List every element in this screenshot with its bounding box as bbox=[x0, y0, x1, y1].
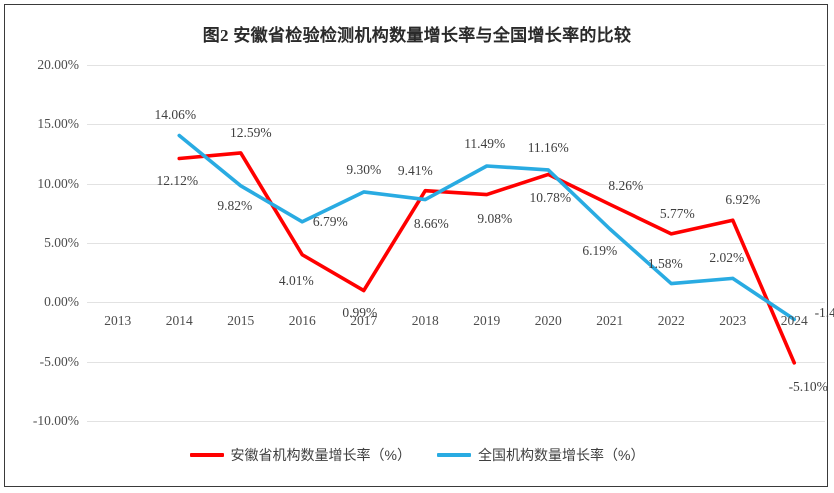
data-label: 8.66% bbox=[413, 215, 449, 231]
data-label: 8.26% bbox=[608, 178, 644, 194]
data-label: 6.19% bbox=[582, 242, 618, 258]
y-tick-label: 15.00% bbox=[37, 116, 79, 132]
series-lines bbox=[177, 133, 797, 365]
legend-label: 安徽省机构数量增长率（%） bbox=[230, 447, 411, 463]
gridline bbox=[87, 421, 825, 422]
gridline bbox=[87, 361, 825, 363]
data-label: 9.08% bbox=[477, 210, 513, 226]
data-label: 14.06% bbox=[154, 107, 197, 123]
y-tick-label: 10.00% bbox=[37, 175, 79, 191]
gridline bbox=[87, 243, 825, 244]
gridline bbox=[87, 302, 825, 304]
x-tick-label: 2018 bbox=[411, 313, 439, 328]
chart-legend: 安徽省机构数量增长率（%） 全国机构数量增长率（%） bbox=[5, 445, 829, 465]
x-tick-label: 2015 bbox=[227, 313, 255, 328]
x-tick-label: 2022 bbox=[657, 313, 685, 328]
x-tick-label: 2016 bbox=[288, 313, 316, 328]
data-label: 12.12% bbox=[156, 172, 199, 188]
data-label: 1.58% bbox=[647, 255, 683, 271]
data-label: 9.41% bbox=[397, 162, 433, 178]
data-label: -1.44% bbox=[814, 305, 834, 321]
x-tick-label: 2017 bbox=[350, 313, 378, 328]
x-tick-label: 2019 bbox=[473, 313, 501, 328]
data-label: 6.92% bbox=[725, 192, 761, 208]
legend-swatch-icon bbox=[189, 453, 224, 457]
data-label: 6.79% bbox=[312, 213, 348, 229]
chart-container: 图2 安徽省检验检测机构数量增长率与全国增长率的比较 20.00% 15.00% 1… bbox=[4, 4, 834, 487]
data-label: 11.49% bbox=[464, 135, 506, 151]
legend-label: 全国机构数量增长率（%） bbox=[478, 447, 645, 463]
x-tick-label: 2023 bbox=[719, 313, 747, 328]
x-tick-label: 2024 bbox=[780, 313, 808, 328]
legend-item-1[interactable]: 安徽省机构数量增长率（%） bbox=[189, 445, 411, 465]
x-axis: 2013 2014 2015 2016 2017 2018 2019 2020 2021 2022… bbox=[87, 313, 825, 333]
plot-area: 12.12% 12.59% 4.01% 0.99% 9.41% 9.08% 10.78% 8.… bbox=[87, 65, 834, 422]
data-label: 2.02% bbox=[709, 250, 745, 266]
x-tick-label: 2021 bbox=[596, 313, 624, 328]
series-line-1 bbox=[177, 151, 797, 365]
gridline bbox=[87, 65, 825, 66]
data-label: 10.78% bbox=[529, 190, 572, 206]
series-line-2 bbox=[177, 133, 797, 322]
data-label: 9.30% bbox=[346, 161, 382, 177]
chart-title: 图2 安徽省检验检测机构数量增长率与全国增长率的比较 bbox=[202, 26, 632, 45]
data-label: -5.10% bbox=[788, 378, 828, 394]
x-tick-label: 2013 bbox=[104, 313, 132, 328]
y-tick-label: 5.00% bbox=[44, 235, 79, 250]
data-label: 0.99% bbox=[342, 304, 378, 320]
data-label: 12.59% bbox=[229, 124, 272, 140]
legend-item-2[interactable]: 全国机构数量增长率（%） bbox=[437, 445, 644, 465]
data-label: 9.82% bbox=[217, 197, 253, 213]
y-axis: 20.00% 15.00% 10.00% 5.00% 0.00% -5.00% -10.00… bbox=[13, 57, 79, 428]
y-tick-label: -10.00% bbox=[32, 413, 79, 428]
data-label: 11.16% bbox=[527, 139, 569, 155]
data-label: 4.01% bbox=[278, 272, 314, 288]
x-tick-label: 2014 bbox=[165, 313, 193, 328]
y-tick-label: -5.00% bbox=[39, 353, 79, 369]
data-label: 5.77% bbox=[659, 205, 695, 221]
gridline bbox=[87, 124, 825, 126]
y-tick-label: 20.00% bbox=[37, 57, 79, 72]
x-tick-label: 2020 bbox=[534, 313, 562, 328]
y-tick-label: 0.00% bbox=[44, 294, 79, 310]
legend-swatch-icon bbox=[437, 453, 471, 457]
